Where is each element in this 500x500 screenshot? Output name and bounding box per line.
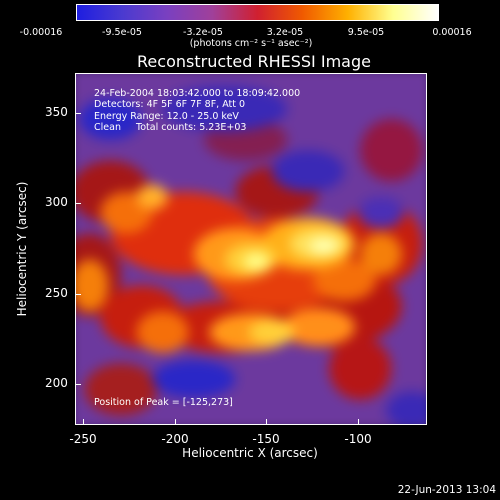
heatmap-blob xyxy=(243,253,269,270)
x-tickmark xyxy=(266,419,267,425)
heatmap-blob xyxy=(136,184,168,210)
y-tick-label: 300 xyxy=(45,195,68,209)
y-axis-label: Heliocentric Y (arcsec) xyxy=(15,181,29,317)
colorbar-tick-label: 9.5e-05 xyxy=(347,27,385,38)
heatmap-image xyxy=(76,74,426,424)
plot-title: Reconstructed RHESSI Image xyxy=(137,52,371,71)
colorbar-units: (photons cm⁻² s⁻¹ asec⁻²) xyxy=(189,38,313,49)
heatmap-blob xyxy=(329,337,392,400)
total-counts-text: Clean Total counts: 5.23E+03 xyxy=(94,122,247,133)
y-tickmark xyxy=(75,203,81,204)
x-axis-label: Heliocentric X (arcsec) xyxy=(182,446,318,460)
heatmap-blob xyxy=(76,259,109,312)
y-tickmark xyxy=(75,113,81,114)
heatmap-blob xyxy=(136,311,189,353)
y-tick-label: 250 xyxy=(45,286,68,300)
timestamp: 22-Jun-2013 13:04 xyxy=(397,484,496,496)
y-tick-label: 350 xyxy=(45,105,68,119)
heatmap-blob xyxy=(282,308,355,346)
colorbar-tick-label: -3.2e-05 xyxy=(183,27,223,38)
y-tickmark xyxy=(75,294,81,295)
heatmap-blob xyxy=(309,237,339,255)
x-tickmark xyxy=(358,419,359,425)
time-range-text: 24-Feb-2004 18:03:42.000 to 18:09:42.000 xyxy=(94,88,301,99)
colorbar-tick-label: 3.2e-05 xyxy=(266,27,304,38)
x-tickmark xyxy=(175,419,176,425)
heatmap-blob xyxy=(79,98,142,140)
colorbar-tick-label: -9.5e-05 xyxy=(102,27,142,38)
x-tickmark xyxy=(83,419,84,425)
colorbar-tick-label: -0.00016 xyxy=(19,27,63,38)
heatmap-blob xyxy=(386,391,426,424)
colorbar xyxy=(76,4,439,21)
x-tick-label: -250 xyxy=(69,432,97,446)
heatmap-blob xyxy=(360,119,423,182)
peak-position-text: Position of Peak = [-125,273] xyxy=(94,397,233,408)
energy-range-text: Energy Range: 12.0 - 25.0 keV xyxy=(94,111,239,122)
detectors-text: Detectors: 4F 5F 6F 7F 8F, Att 0 xyxy=(94,99,246,110)
heatmap-blob xyxy=(84,363,158,416)
y-tickmark xyxy=(75,384,81,385)
heatmap-blob xyxy=(152,360,236,398)
heatmap-blob xyxy=(313,259,376,301)
heatmap-blob xyxy=(248,319,295,345)
heatmap-blob xyxy=(358,197,404,229)
y-tick-label: 200 xyxy=(45,376,68,390)
heatmap-blob xyxy=(162,85,288,132)
x-tick-label: -100 xyxy=(344,432,372,446)
heatmap-blob xyxy=(360,233,402,275)
image-plot xyxy=(75,73,427,425)
colorbar-tick-label: 0.00016 xyxy=(432,27,472,38)
x-tick-label: -150 xyxy=(252,432,280,446)
heatmap-blob xyxy=(271,150,345,192)
x-tick-label: -200 xyxy=(161,432,189,446)
